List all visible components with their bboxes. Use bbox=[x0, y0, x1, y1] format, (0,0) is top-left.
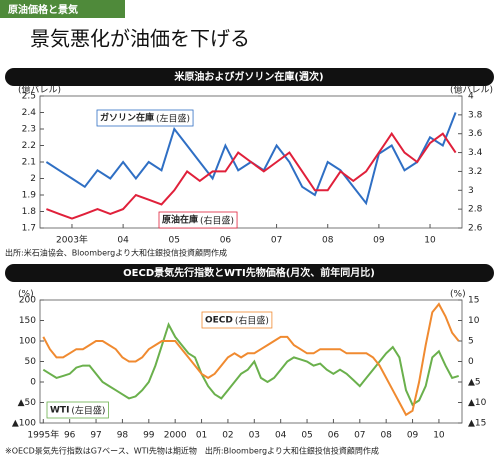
series-line bbox=[42, 302, 460, 417]
legend-note: (左目盛) bbox=[71, 405, 105, 417]
page-title: 景気悪化が油価を下げる bbox=[30, 27, 250, 51]
x-tick-label: 06 bbox=[328, 431, 340, 441]
x-tick-label: 08 bbox=[322, 236, 334, 246]
legend-label: ガソリン在庫 bbox=[100, 112, 154, 124]
y-axis-unit: (億バレル) bbox=[18, 84, 61, 96]
x-tick-label: 07 bbox=[271, 236, 282, 246]
y2-axis-unit: (億バレル) bbox=[450, 84, 493, 96]
series-line bbox=[46, 131, 457, 220]
x-tick-label: 09 bbox=[407, 431, 419, 441]
y2-axis-unit: (%) bbox=[450, 290, 466, 300]
source-note: ※OECD景気先行指数はG7ベース、WTI先物は期近物 出所:Bloomberg… bbox=[5, 446, 379, 456]
y2-tick-label: ▲10 bbox=[468, 398, 487, 408]
x-tick-label: 05 bbox=[301, 431, 312, 441]
x-tick-label: 2000 bbox=[164, 431, 187, 441]
x-tick-label: 97 bbox=[90, 431, 101, 441]
x-tick-label: 03 bbox=[249, 431, 260, 441]
y2-tick-label: 10 bbox=[468, 316, 480, 326]
x-tick-label: 08 bbox=[380, 431, 392, 441]
x-tick-label: 09 bbox=[373, 236, 385, 246]
x-tick-label: 01 bbox=[196, 431, 207, 441]
y-tick-label: 2.1 bbox=[22, 158, 36, 168]
x-tick-label: 06 bbox=[220, 236, 232, 246]
y-tick-label: 2 bbox=[30, 174, 36, 184]
legend-note: (右目盛) bbox=[200, 215, 234, 227]
tag: 原油価格と景気 bbox=[8, 3, 78, 16]
x-tick-label: 98 bbox=[117, 431, 129, 441]
y-tick-label: 150 bbox=[19, 316, 36, 326]
y-tick-label: 1.7 bbox=[22, 224, 36, 234]
y2-tick-label: 3.2 bbox=[468, 167, 482, 177]
y2-tick-label: 3.6 bbox=[468, 129, 483, 139]
series-line bbox=[42, 322, 459, 407]
x-tick-label: 96 bbox=[64, 431, 76, 441]
x-tick-label: 02 bbox=[222, 431, 233, 441]
y2-tick-label: 2.8 bbox=[468, 205, 483, 215]
chart-title: 米原油およびガソリン在庫(週次) bbox=[174, 70, 323, 83]
y2-tick-label: 4 bbox=[468, 92, 474, 102]
x-tick-label: 2003年 bbox=[56, 234, 88, 246]
x-tick-label: 1995年 bbox=[27, 429, 59, 441]
legend-note: (左目盛) bbox=[156, 113, 190, 125]
x-tick-label: 04 bbox=[275, 431, 287, 441]
legend-label: WTI bbox=[50, 406, 69, 416]
legend-bg bbox=[46, 401, 109, 419]
legend-note: (右目盛) bbox=[235, 315, 269, 327]
x-tick-label: 07 bbox=[354, 431, 365, 441]
legend-bg bbox=[158, 211, 238, 229]
y-tick-label: 2.2 bbox=[22, 141, 36, 151]
chart-header-bg bbox=[5, 264, 494, 282]
y-tick-label: ▲50 bbox=[18, 398, 37, 408]
legend-bg bbox=[201, 311, 273, 329]
y-tick-label: 2.3 bbox=[22, 125, 36, 135]
tag-bg bbox=[0, 0, 125, 18]
x-tick-label: 04 bbox=[117, 236, 129, 246]
y-tick-label: ▲100 bbox=[12, 419, 36, 429]
y2-tick-label: 3.4 bbox=[468, 148, 483, 158]
y-tick-label: 1.9 bbox=[22, 191, 37, 201]
y-tick-label: 2.4 bbox=[22, 108, 37, 118]
y2-tick-label: ▲15 bbox=[468, 419, 486, 429]
y2-tick-label: 0 bbox=[468, 357, 474, 367]
y-tick-label: 2.5 bbox=[22, 92, 36, 102]
source-note: 出所:米石油協会、Bloombergより大和住銀投信投資顧問作成 bbox=[5, 248, 227, 258]
y2-tick-label: 2.6 bbox=[468, 224, 483, 234]
chart-title: OECD景気先行指数とWTI先物価格(月次、前年同月比) bbox=[123, 266, 375, 279]
y2-tick-label: 3 bbox=[468, 186, 474, 196]
x-tick-label: 10 bbox=[424, 236, 436, 246]
x-tick-label: 05 bbox=[169, 236, 180, 246]
y2-tick-label: 3.8 bbox=[468, 110, 483, 120]
y-tick-label: 0 bbox=[30, 378, 36, 388]
legend-label: 原油在庫 bbox=[162, 214, 198, 226]
chart-header-bg bbox=[5, 68, 494, 86]
legend-bg bbox=[96, 109, 194, 127]
y-axis-unit: (%) bbox=[18, 290, 34, 300]
y2-tick-label: 5 bbox=[468, 337, 474, 347]
x-tick-label: 99 bbox=[143, 431, 155, 441]
y-tick-label: 100 bbox=[19, 337, 36, 347]
legend-label: OECD bbox=[205, 316, 233, 326]
y-tick-label: 50 bbox=[25, 357, 37, 367]
x-tick-label: 10 bbox=[433, 431, 445, 441]
y-tick-label: 1.8 bbox=[22, 207, 37, 217]
y-tick-label: 200 bbox=[19, 296, 36, 306]
y2-tick-label: 15 bbox=[468, 296, 479, 306]
y2-tick-label: ▲5 bbox=[468, 378, 481, 388]
